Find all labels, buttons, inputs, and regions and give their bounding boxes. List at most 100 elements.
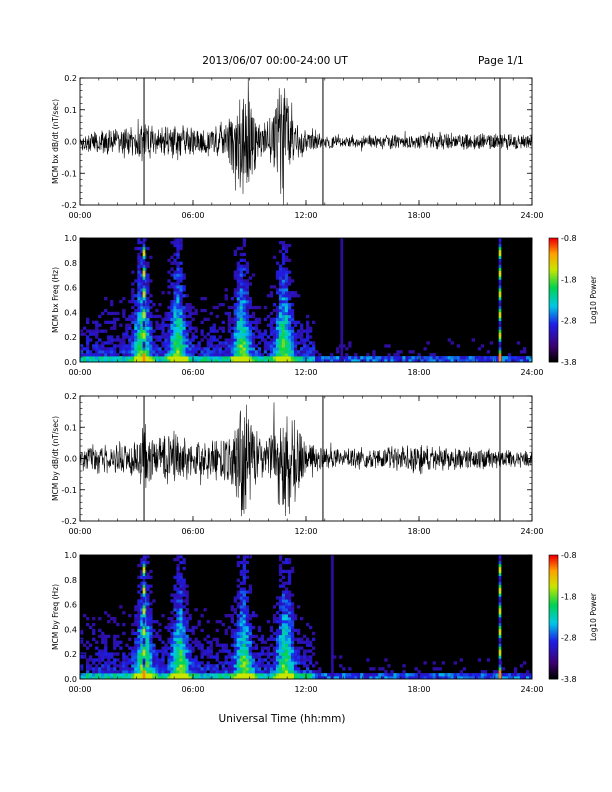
spectrogram-cell: [266, 646, 271, 650]
spectrogram-cell: [131, 356, 135, 360]
spectrogram-cell: [290, 320, 295, 324]
spectrogram-cell: [239, 311, 243, 316]
spectrogram-cell: [275, 344, 280, 348]
spectrogram-cell: [242, 622, 246, 627]
spectrogram-cell: [278, 359, 283, 363]
spectrogram-cell: [104, 667, 108, 671]
spectrogram-cell: [278, 661, 283, 665]
spectrogram-cell: [83, 353, 87, 357]
spectrogram-cell: [227, 652, 231, 656]
colorbar-step: [549, 623, 558, 626]
spectrogram-cell: [257, 628, 262, 633]
spectrogram-cell: [275, 617, 280, 621]
spectrogram-cell: [260, 670, 265, 674]
spectrogram-cell: [342, 344, 346, 348]
spectrogram-cell: [110, 667, 114, 671]
spectrogram-cell: [80, 356, 84, 360]
x-tick-label: 06:00: [181, 527, 204, 536]
spectrogram-cell: [248, 667, 252, 671]
spectrogram-cell: [417, 353, 421, 357]
spectrogram-cell: [182, 625, 186, 630]
spectrogram-cell: [266, 670, 271, 674]
spectrogram-cell: [167, 646, 171, 650]
spectrogram-cell: [239, 649, 243, 653]
spectrogram-cell: [248, 341, 252, 345]
spectrogram-cell: [459, 359, 463, 363]
spectrogram-cell: [408, 359, 412, 363]
spectrogram-cell: [215, 664, 219, 668]
spectrogram-cell: [239, 608, 243, 612]
spectrogram-cell: [300, 359, 304, 363]
spectrogram-cell: [137, 329, 141, 333]
spectrogram-cell: [98, 323, 102, 327]
spectrogram-cell: [480, 356, 485, 360]
spectrogram-cell: [345, 676, 349, 680]
spectrogram-cell: [137, 637, 141, 641]
spectrogram-cell: [185, 308, 189, 313]
spectrogram-cell: [272, 658, 277, 662]
colorbar-step: [549, 341, 558, 344]
spectrogram-cell: [155, 338, 159, 342]
spectrogram-cell: [167, 279, 171, 283]
spectrogram-cell: [173, 356, 177, 360]
spectrogram-cell: [152, 347, 156, 351]
spectrogram-cell: [164, 332, 168, 336]
spectrogram-cell: [188, 643, 192, 647]
spectrogram-cell: [529, 359, 533, 363]
spectrogram-cell: [164, 317, 168, 321]
spectrogram-cell: [134, 670, 138, 674]
spectrogram-cell: [429, 356, 433, 360]
spectrogram-cell: [125, 661, 129, 665]
spectrogram-cell: [134, 620, 138, 624]
spectrogram-cell: [146, 300, 150, 304]
colorbar-step: [549, 559, 558, 562]
spectrogram-cell: [161, 332, 165, 336]
spectrogram-cell: [284, 273, 289, 277]
spectrogram-cell: [233, 643, 237, 647]
spectrogram-cell: [206, 359, 210, 363]
spectrogram-cell: [420, 676, 424, 680]
spectrogram-cell: [188, 664, 192, 668]
spectrogram-cell: [287, 258, 292, 262]
spectrogram-cell: [287, 605, 292, 609]
spectrogram-cell: [251, 664, 256, 668]
spectrogram-cell: [98, 667, 102, 671]
spectrogram-cell: [303, 676, 307, 680]
spectrogram-cell: [251, 332, 256, 336]
spectrogram-cell: [468, 356, 472, 360]
spectrogram-cell: [293, 320, 298, 324]
spectrogram-cell: [170, 655, 174, 659]
spectrogram-cell: [284, 590, 289, 594]
spectrogram-cell: [233, 273, 237, 277]
spectrogram-cell: [284, 611, 289, 615]
spectrogram-cell: [89, 338, 93, 342]
spectrogram-cell: [107, 667, 111, 671]
spectrogram-cell: [146, 341, 150, 345]
spectrogram-cell: [501, 359, 506, 363]
spectrogram-cell: [462, 667, 466, 671]
colorbar-step: [549, 359, 558, 363]
spectrogram-cell: [212, 323, 216, 327]
spectrogram-cell: [336, 676, 340, 680]
spectrogram-cell: [281, 332, 286, 336]
spectrogram-cell: [185, 314, 189, 319]
spectrogram-cell: [209, 338, 213, 342]
spectrogram-cell: [92, 344, 96, 348]
spectrogram-cell: [209, 652, 213, 656]
spectrogram-cell: [284, 622, 289, 627]
spectrogram-cell: [254, 643, 259, 647]
spectrogram-cell: [149, 652, 153, 656]
spectrogram-cell: [441, 359, 445, 363]
x-tick-label: 18:00: [407, 527, 430, 536]
spectrogram-cell: [179, 673, 183, 677]
spectrogram-cell: [287, 282, 292, 286]
broadband-line: [331, 584, 334, 588]
spectrogram-cell: [173, 614, 177, 618]
spectrogram-cell: [173, 575, 177, 579]
spectrogram-cell: [182, 338, 186, 342]
spectrogram-cell: [495, 673, 500, 677]
spectrogram-cell: [242, 572, 246, 576]
broadband-line: [331, 631, 334, 636]
spectrogram-cell: [173, 323, 177, 327]
spectrogram-cell: [275, 356, 280, 360]
